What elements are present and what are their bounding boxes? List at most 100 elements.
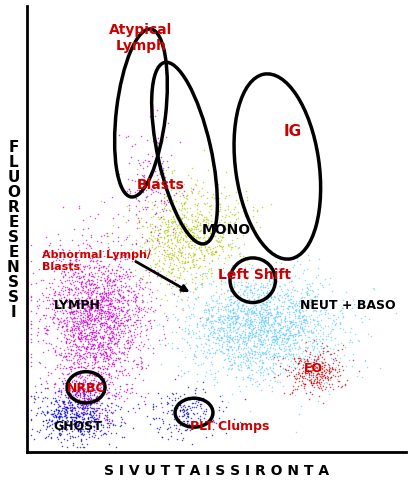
Point bbox=[86, 369, 93, 377]
Point bbox=[104, 354, 110, 362]
Point bbox=[81, 400, 87, 408]
Point bbox=[274, 309, 280, 317]
Point bbox=[285, 349, 292, 357]
Point bbox=[94, 317, 101, 324]
Point bbox=[250, 213, 257, 221]
Point bbox=[278, 299, 285, 307]
Point bbox=[124, 300, 131, 308]
Point bbox=[283, 335, 290, 343]
Point bbox=[33, 427, 40, 435]
Point bbox=[68, 342, 75, 350]
Point bbox=[301, 316, 308, 324]
Point bbox=[271, 320, 278, 328]
Point bbox=[134, 215, 141, 223]
Point bbox=[179, 405, 186, 412]
Point bbox=[82, 345, 89, 352]
Point bbox=[101, 347, 107, 355]
Point bbox=[158, 198, 165, 206]
Point bbox=[297, 372, 304, 380]
Point bbox=[62, 284, 69, 291]
Point bbox=[105, 305, 112, 313]
Point bbox=[246, 359, 253, 367]
Point bbox=[100, 414, 107, 422]
Point bbox=[98, 309, 105, 317]
Point bbox=[104, 297, 111, 305]
Point bbox=[177, 408, 184, 415]
Point bbox=[54, 408, 61, 416]
Point bbox=[98, 399, 105, 407]
Point bbox=[69, 403, 75, 410]
Point bbox=[138, 322, 144, 330]
Point bbox=[305, 396, 312, 404]
Point bbox=[210, 298, 217, 305]
Point bbox=[107, 275, 113, 283]
Point bbox=[132, 325, 138, 333]
Point bbox=[191, 350, 198, 358]
Point bbox=[275, 296, 282, 304]
Point bbox=[75, 383, 82, 391]
Point bbox=[269, 338, 276, 346]
Point bbox=[69, 406, 75, 414]
Point bbox=[221, 332, 227, 340]
Point bbox=[79, 328, 85, 335]
Point bbox=[322, 378, 329, 386]
Point bbox=[180, 307, 187, 315]
Point bbox=[107, 375, 114, 382]
Point bbox=[43, 234, 49, 242]
Point bbox=[105, 380, 112, 388]
Point bbox=[74, 389, 80, 396]
Point bbox=[87, 305, 94, 313]
Point bbox=[73, 408, 79, 416]
Point bbox=[87, 382, 94, 390]
Point bbox=[181, 212, 188, 219]
Point bbox=[85, 302, 92, 310]
Point bbox=[252, 299, 258, 306]
Point bbox=[245, 317, 251, 324]
Point bbox=[296, 354, 303, 362]
Text: Left Shift: Left Shift bbox=[218, 267, 291, 281]
Point bbox=[66, 401, 73, 409]
Point bbox=[87, 292, 94, 300]
Point bbox=[125, 305, 132, 313]
Point bbox=[198, 193, 204, 201]
Point bbox=[193, 342, 199, 349]
Point bbox=[239, 328, 246, 335]
Point bbox=[62, 308, 69, 316]
Point bbox=[84, 407, 91, 414]
Point bbox=[133, 320, 139, 328]
Point bbox=[95, 329, 102, 337]
Point bbox=[74, 402, 80, 410]
Point bbox=[53, 412, 60, 420]
Point bbox=[314, 369, 321, 377]
Point bbox=[52, 305, 59, 313]
Point bbox=[161, 291, 168, 299]
Point bbox=[133, 363, 140, 371]
Point bbox=[81, 327, 87, 334]
Point bbox=[69, 318, 76, 325]
Point bbox=[52, 405, 59, 413]
Point bbox=[197, 241, 204, 249]
Point bbox=[257, 309, 263, 317]
Point bbox=[75, 308, 82, 316]
Point bbox=[183, 233, 190, 241]
Point bbox=[148, 231, 155, 239]
Point bbox=[196, 315, 203, 323]
Point bbox=[138, 299, 145, 306]
Point bbox=[320, 329, 326, 337]
Point bbox=[84, 298, 91, 306]
Point bbox=[285, 351, 292, 359]
Point bbox=[87, 410, 94, 418]
Point bbox=[105, 406, 112, 414]
Point bbox=[147, 324, 154, 332]
Point bbox=[288, 278, 295, 286]
Point bbox=[255, 380, 262, 388]
Point bbox=[212, 221, 219, 229]
Point bbox=[68, 413, 75, 421]
Point bbox=[337, 354, 344, 362]
Point bbox=[121, 341, 127, 348]
Point bbox=[161, 228, 167, 236]
Point bbox=[97, 368, 104, 376]
Point bbox=[86, 281, 93, 288]
Point bbox=[219, 313, 226, 320]
Point bbox=[182, 324, 189, 332]
